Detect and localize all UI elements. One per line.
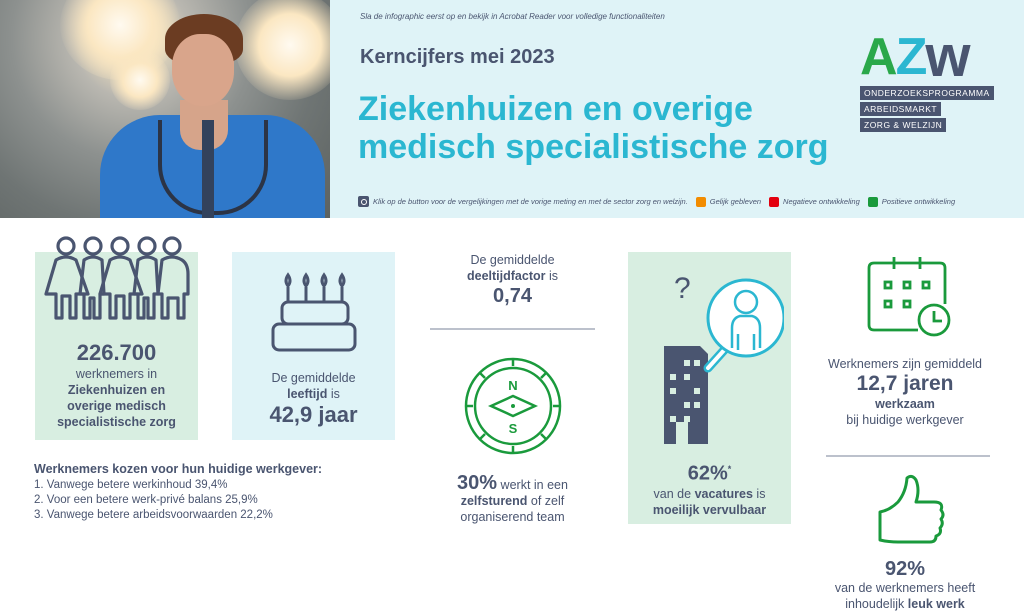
lanyard <box>202 120 214 218</box>
enjoyment-stat: 92% van de werknemers heeft inhoudelijk … <box>815 558 995 612</box>
header-banner: Sla de infographic eerst op en bekijk in… <box>0 0 1024 218</box>
selfsteering-bold: zelfsturend <box>460 494 528 508</box>
building-search-icon: ? <box>664 272 784 444</box>
page-title: Ziekenhuizen en overige medisch speciali… <box>358 90 829 166</box>
employees-text: specialistische zorg <box>57 415 176 429</box>
people-group-icon <box>44 236 190 320</box>
logo-tag: ZORG & WELZIJN <box>860 118 947 132</box>
parttime-value: 0,74 <box>493 285 532 307</box>
age-bold: leeftijd <box>287 387 328 401</box>
enjoyment-bold: leuk werk <box>907 597 965 611</box>
tenure-bold: werkzaam <box>875 397 935 411</box>
compass-icon: N S <box>464 357 562 455</box>
thumbs-up-icon <box>878 474 945 544</box>
legend-label: Gelijk gebleven <box>709 197 762 206</box>
age-card: De gemiddelde leeftijd is 42,9 jaar <box>232 252 395 440</box>
logo-tag: ARBEIDSMARKT <box>860 102 942 116</box>
reason-item: 1. Vanwege betere werkinhoud 39,4% <box>34 479 228 491</box>
kicker: Kerncijfers mei 2023 <box>360 46 555 68</box>
enjoyment-value: 92% <box>884 558 926 580</box>
tenure-stat: Werknemers zijn gemiddeld 12,7 jaren wer… <box>815 356 995 428</box>
logo-mark: A Z w <box>860 24 990 89</box>
svg-text:?: ? <box>674 272 691 305</box>
lamp-glow <box>110 50 170 110</box>
logo-tag: ONDERZOEKSPROGRAMMA <box>860 86 994 100</box>
parttime-suffix: is <box>545 269 558 283</box>
employees-text: overige medisch <box>67 399 166 413</box>
selfsteering-stat: 30% werkt in een zelfsturend of zelf org… <box>430 472 595 525</box>
vacancies-card: ? 62%* van de vacatures is moeilijk verv… <box>628 252 791 524</box>
legend-label: Negatieve ontwikkeling <box>783 197 860 206</box>
button-hint: Klik op de button voor de vergelijkingen… <box>373 197 688 206</box>
employees-text: werknemers in <box>75 367 158 381</box>
legend-bar: Klik op de button voor de vergelijkingen… <box>358 196 955 207</box>
vacancies-text: moeilijk vervulbaar <box>652 502 767 517</box>
tenure-value: 12,7 jaren <box>856 372 954 395</box>
vacancies-text: is <box>752 486 766 501</box>
eye-icon[interactable] <box>358 196 369 207</box>
save-notice: Sla de infographic eerst op en bekijk in… <box>360 12 665 21</box>
title-line: medisch specialistische zorg <box>358 128 829 166</box>
green-swatch-icon <box>867 196 878 207</box>
svg-text:S: S <box>509 421 518 436</box>
age-value: 42,9 jaar <box>269 402 358 427</box>
red-swatch-icon <box>769 196 780 207</box>
azw-logo: A Z w ONDERZOEKSPROGRAMMA ARBEIDSMARKT Z… <box>860 24 994 132</box>
parttime-label: De gemiddelde <box>470 253 555 267</box>
parttime-stat: De gemiddelde deeltijdfactor is 0,74 <box>430 252 595 308</box>
selfsteering-text: werkt in een <box>497 478 568 492</box>
svg-text:N: N <box>508 378 517 393</box>
selfsteering-text: of zelf <box>527 494 565 508</box>
divider <box>826 455 990 457</box>
selfsteering-text: organiserend team <box>460 510 565 524</box>
tenure-text: bij huidige werkgever <box>846 413 964 427</box>
tenure-text: Werknemers zijn gemiddeld <box>828 357 982 371</box>
logo-letter-z: Z <box>895 28 928 86</box>
enjoyment-text: van de werknemers heeft <box>834 581 976 595</box>
orange-swatch-icon <box>695 196 706 207</box>
reason-item: 2. Voor een betere werk-privé balans 25,… <box>34 494 258 506</box>
vacancies-text: van de <box>653 486 695 501</box>
enjoyment-text: inhoudelijk <box>845 597 908 611</box>
logo-letter-a: A <box>860 28 898 86</box>
vacancies-value: 62% <box>687 462 728 485</box>
doctor-photo <box>0 0 330 218</box>
employees-card: 226.700 werknemers in Ziekenhuizen en ov… <box>35 252 198 440</box>
calendar-clock-icon <box>867 257 951 337</box>
employer-choice-reasons: Werknemers kozen voor hun huidige werkge… <box>34 462 322 523</box>
logo-letter-w: w <box>925 24 970 89</box>
vacancies-footnote: * <box>727 464 732 474</box>
reasons-heading: Werknemers kozen voor hun huidige werkge… <box>34 462 323 476</box>
divider <box>430 328 595 330</box>
employees-text: Ziekenhuizen en <box>67 383 166 397</box>
employees-value: 226.700 <box>76 340 157 365</box>
age-label: De gemiddelde <box>271 371 356 385</box>
vacancies-bold: vacatures <box>694 486 753 501</box>
face <box>172 34 234 106</box>
surgical-lamp <box>235 0 330 100</box>
legend-label: Positieve ontwikkeling <box>881 197 956 206</box>
selfsteering-value: 30% <box>457 472 498 494</box>
birthday-cake-icon <box>271 272 357 352</box>
age-suffix: is <box>327 387 340 401</box>
title-line: Ziekenhuizen en overige <box>358 90 753 128</box>
reason-item: 3. Vanwege betere arbeidsvoorwaarden 22,… <box>34 509 273 521</box>
parttime-bold: deeltijdfactor <box>467 269 546 283</box>
